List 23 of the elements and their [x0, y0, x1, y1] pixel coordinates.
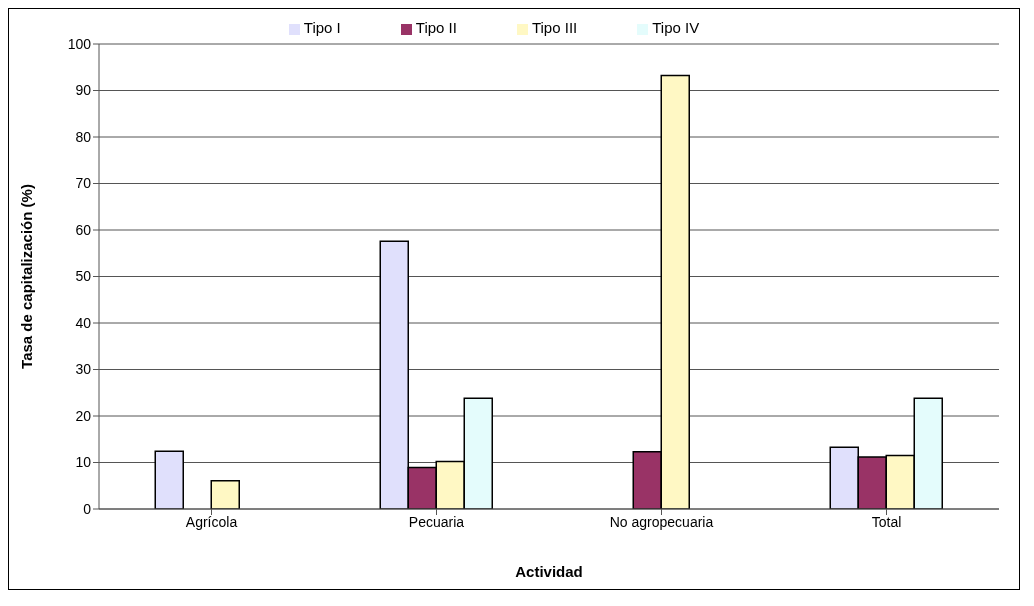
- y-tick-label: 50: [75, 268, 92, 285]
- y-tick-label: 40: [75, 314, 92, 331]
- y-axis-title: Tasa de capitalización (%): [18, 184, 36, 369]
- x-tick-label: No agropecuaria: [609, 513, 714, 530]
- legend-label: Tipo IV: [652, 19, 700, 36]
- y-tick-label: 0: [83, 500, 92, 517]
- y-tick-label: 20: [75, 407, 92, 424]
- legend-label: Tipo I: [303, 19, 341, 36]
- x-tick-label: Total: [871, 513, 902, 530]
- legend-label: Tipo II: [415, 19, 457, 36]
- y-tick-label: 30: [75, 361, 92, 378]
- x-axis-title: Actividad: [515, 563, 583, 580]
- y-tick-label: 90: [75, 82, 92, 99]
- y-tick-label: 10: [75, 454, 92, 471]
- x-tick-label: Agrícola: [185, 513, 238, 530]
- bar: [210, 479, 240, 509]
- y-tick-label: 70: [75, 175, 92, 192]
- bar: [154, 450, 184, 509]
- y-tick-label: 60: [75, 221, 92, 238]
- y-tick-label: 100: [67, 35, 92, 52]
- legend-label: Tipo III: [531, 19, 578, 36]
- y-tick-label: 80: [75, 128, 92, 145]
- x-tick-label: Pecuaria: [408, 513, 465, 530]
